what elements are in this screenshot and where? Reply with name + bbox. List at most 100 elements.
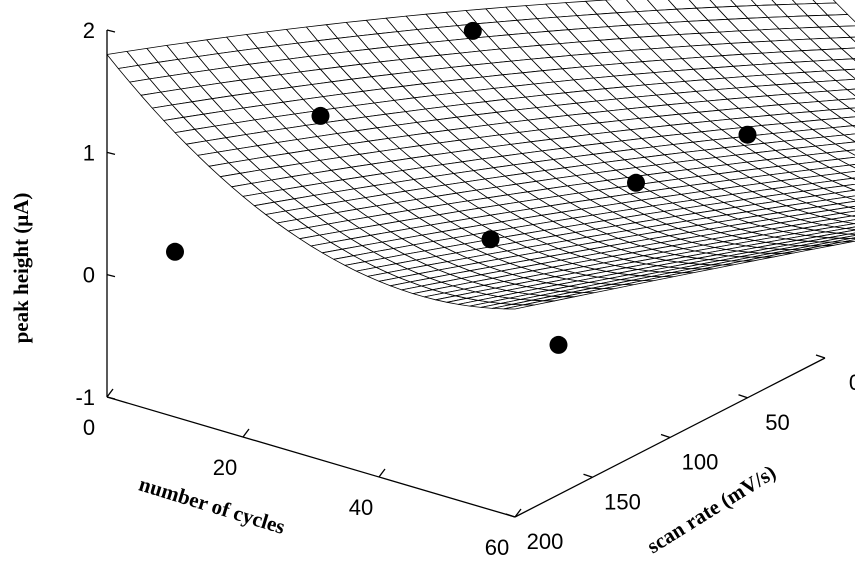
mesh-cell-fill [671, 268, 704, 273]
mesh-cell-fill [552, 263, 584, 271]
mesh-cell-fill [502, 72, 534, 87]
z-tick-mark [106, 29, 116, 33]
mesh-cell-fill [576, 101, 608, 114]
mesh-cell-fill [747, 95, 779, 107]
mesh-cell-fill [814, 226, 846, 232]
mesh-cell-fill [689, 259, 721, 265]
mesh-cell-fill [501, 267, 533, 275]
mesh-cell-fill [380, 59, 412, 75]
mesh-cell [846, 88, 855, 97]
x-tick-label: 20 [213, 455, 237, 480]
mesh-cell [845, 195, 855, 201]
mesh-cell-fill [819, 26, 851, 39]
mesh-cell-fill [166, 42, 199, 60]
mesh-cell-fill [627, 106, 660, 119]
mesh-cell-fill [794, 230, 826, 236]
mesh-cell-fill [481, 303, 513, 309]
mesh-cell-fill [791, 245, 823, 250]
mesh-cell-fill [484, 281, 516, 289]
mesh-cell-fill [517, 18, 549, 33]
mesh-cell-fill [743, 234, 775, 241]
mesh-cell-fill [556, 103, 588, 116]
mesh-cell-fill [371, 74, 403, 89]
mesh-cell-fill [549, 286, 581, 292]
mesh-cell-fill [730, 0, 757, 7]
mesh-cell-fill [686, 253, 718, 259]
mesh-cell-fill [526, 282, 559, 289]
mesh-cell-fill [772, 225, 804, 232]
mesh-cell-fill [585, 0, 617, 15]
mesh-cell-fill [756, 84, 788, 96]
mesh-cell-fill [669, 232, 701, 240]
mesh-cell-fill [628, 23, 660, 38]
mesh-cell-fill [703, 264, 735, 269]
mesh-cell-fill [363, 88, 395, 103]
mesh-cell-fill [489, 298, 521, 304]
mesh-cell-fill [683, 245, 715, 251]
mesh-cell-fill [400, 57, 432, 72]
mesh-cell-fill [658, 228, 690, 236]
mesh-cell-fill [544, 270, 576, 277]
y-tick-label: 50 [765, 410, 789, 435]
mesh-cell-fill [672, 242, 704, 249]
mesh-cell-fill [687, 101, 719, 113]
mesh-cell-fill [218, 50, 250, 68]
mesh-cell-fill [720, 229, 753, 236]
mesh-cell-fill [481, 271, 513, 279]
mesh-cell-fill [749, 219, 781, 226]
mesh-cell-fill [597, 12, 629, 27]
mesh-cell-fill [458, 262, 491, 271]
mesh-cell-fill [475, 288, 507, 295]
mesh-cell-fill [626, 227, 659, 235]
mesh-cell-fill [746, 208, 778, 216]
mesh-cell-fill [509, 294, 541, 300]
mesh-cell-fill [778, 103, 811, 114]
mesh-cell-fill [791, 222, 824, 229]
mesh-cell-fill [169, 72, 201, 89]
mesh-cell-fill [647, 104, 680, 117]
mesh-cell-fill [729, 222, 761, 230]
axes: -10120204060050100150200 [75, 18, 855, 560]
mesh-cell-fill [508, 33, 540, 48]
mesh-cell-fill [612, 252, 644, 260]
z-tick-mark [106, 151, 116, 155]
mesh-cell-fill [663, 272, 695, 277]
mesh-cell-fill [605, 86, 637, 99]
mesh-cell-fill [643, 252, 675, 259]
mesh-cell-fill [800, 241, 832, 246]
mesh-cell-fill [811, 241, 843, 246]
mesh-cell-fill [663, 248, 695, 255]
mesh-cell-fill [728, 18, 760, 31]
mesh-cell-fill [447, 258, 479, 267]
mesh-cell-fill [532, 267, 564, 274]
mesh-cell-fill [521, 263, 553, 271]
z-tick-label: 1 [83, 140, 95, 165]
mesh-cell-fill [414, 95, 446, 109]
mesh-cell-fill [693, 67, 725, 80]
mesh-cell-fill [561, 256, 593, 264]
mesh-cell-fill [740, 253, 772, 258]
z-tick-label: 2 [83, 18, 95, 43]
mesh-cell-fill [547, 240, 579, 249]
mesh-cell-fill [548, 29, 580, 44]
mesh-cell-fill [512, 270, 544, 278]
mesh-cell-fill [491, 61, 523, 75]
mesh-cell-fill [719, 30, 751, 44]
mesh-cell-fill [527, 244, 559, 253]
mesh-cell-fill [266, 29, 298, 46]
mesh-cell-fill [629, 239, 661, 246]
mesh-cell-fill [615, 261, 647, 268]
mesh-cell-fill [539, 43, 572, 58]
mesh-cell-fill [771, 249, 803, 254]
mesh-cell-fill [427, 261, 459, 270]
mesh-cell-fill [431, 67, 463, 82]
mesh-cell-fill [676, 91, 708, 103]
mesh-cell-fill [608, 25, 640, 39]
mesh-cell-fill [592, 284, 624, 289]
mesh-cell-fill [280, 71, 312, 88]
mesh-cell-fill [777, 240, 809, 245]
mesh-cell-fill [766, 238, 798, 244]
mesh-cell-fill [666, 221, 699, 229]
mesh-cell-fill [422, 81, 455, 96]
mesh-cell-fill [612, 280, 644, 285]
